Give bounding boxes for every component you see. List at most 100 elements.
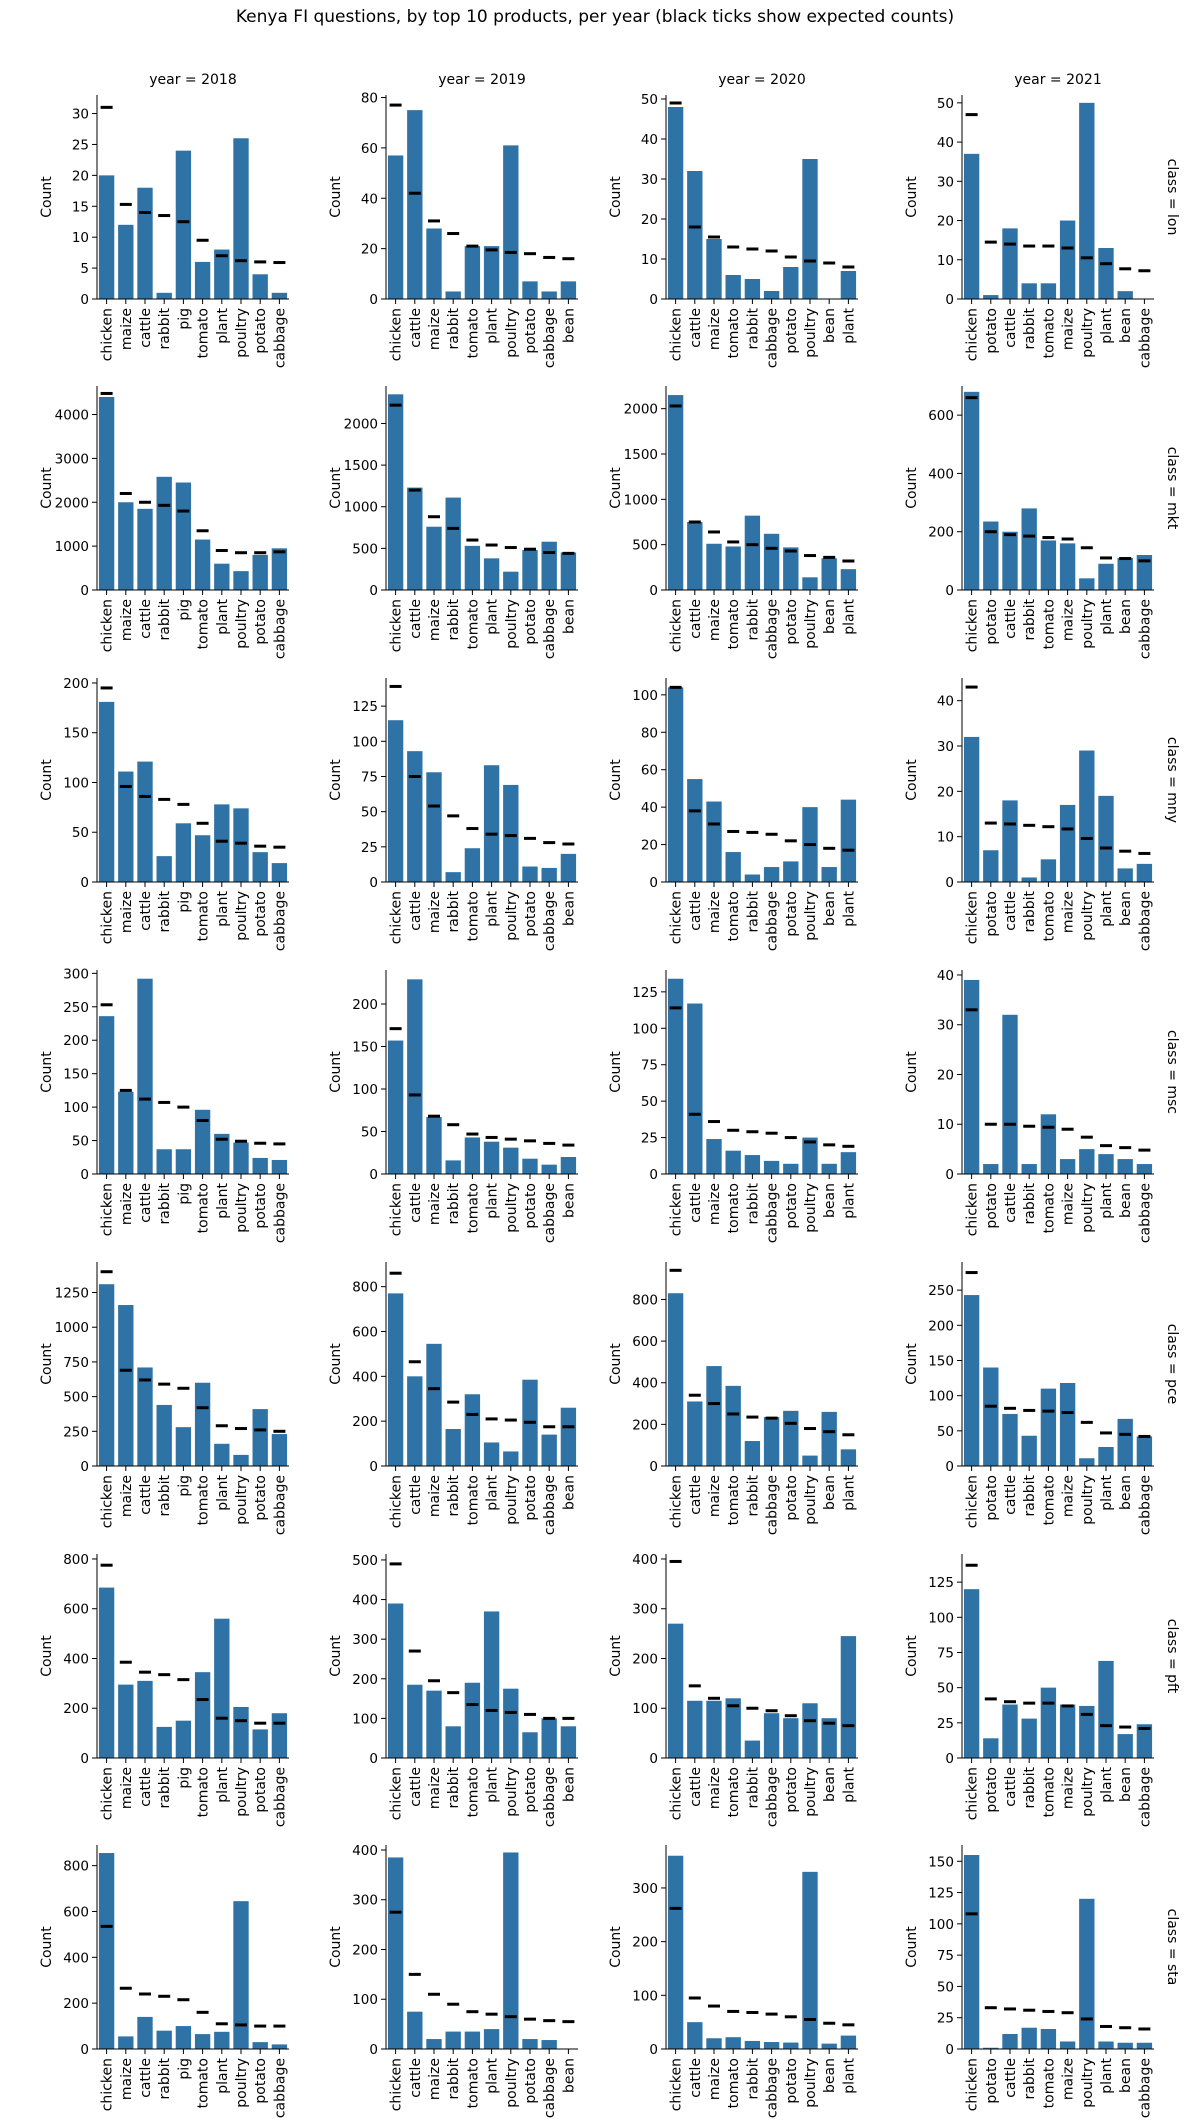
x-tick-label: plant	[1099, 307, 1115, 343]
x-tick-label: poultry	[1080, 1183, 1096, 1233]
bar	[445, 1726, 461, 1758]
y-tick-label: 0	[945, 583, 954, 599]
bar	[963, 1295, 980, 1466]
y-tick-label: 400	[632, 1552, 658, 1568]
y-axis-label: Count	[328, 176, 344, 218]
x-tick-label: potato	[253, 308, 269, 354]
x-tick-label: maize	[427, 1475, 443, 1517]
x-tick-label: potato	[984, 599, 1000, 645]
x-tick-label: pig	[176, 1183, 192, 1205]
y-tick-label: 0	[649, 875, 658, 891]
y-tick-label: 50	[361, 805, 378, 821]
x-tick-label: tomato	[196, 2058, 212, 2108]
y-tick-label: 4000	[55, 408, 89, 424]
bar	[744, 279, 761, 299]
bar	[1117, 2042, 1133, 2049]
x-tick-label: plant	[215, 307, 231, 343]
bar	[252, 852, 268, 882]
x-tick-label: chicken	[389, 1767, 405, 1820]
bar	[98, 1016, 115, 1174]
x-tick-label: potato	[253, 1767, 269, 1813]
bar	[1021, 1435, 1037, 1466]
bar	[137, 187, 153, 299]
facet-panel: 0 20 40 60 80 100 Count chicken cattle maize tomat…	[608, 678, 858, 951]
y-tick-label: 500	[352, 541, 378, 557]
y-tick-label: 10	[937, 253, 954, 269]
x-tick-label: pig	[176, 891, 192, 913]
x-tick-label: cattle	[688, 2058, 704, 2098]
bar	[821, 1163, 837, 1174]
row-title: class = pce	[1164, 1324, 1180, 1405]
bar	[271, 863, 288, 882]
y-tick-label: 100	[928, 1610, 954, 1626]
y-tick-label: 800	[352, 1280, 378, 1296]
x-tick-label: rabbit	[446, 1183, 462, 1225]
x-tick-label: bean	[561, 2058, 577, 2093]
bar	[560, 853, 577, 882]
x-tick-label: plant	[485, 2057, 501, 2093]
y-tick-label: 400	[928, 466, 954, 482]
x-tick-label: chicken	[389, 2058, 405, 2111]
x-tick-label: cabbage	[542, 599, 558, 659]
bar	[1079, 1458, 1095, 1466]
x-tick-label: cattle	[1003, 2058, 1019, 2098]
bar	[802, 1871, 818, 2049]
x-tick-label: poultry	[803, 599, 819, 649]
y-tick-label: 250	[63, 1424, 89, 1440]
y-tick-label: 1250	[55, 1286, 89, 1302]
bar	[706, 801, 722, 882]
bar	[214, 2031, 230, 2049]
x-tick-label: bean	[822, 1183, 838, 1218]
bar	[156, 476, 172, 590]
bar	[194, 1109, 211, 1174]
x-tick-label: chicken	[669, 2058, 685, 2111]
x-tick-label: potato	[784, 308, 800, 354]
bar	[783, 861, 799, 882]
x-tick-label: chicken	[965, 891, 981, 944]
bar	[1079, 1705, 1095, 1758]
bar	[1059, 1382, 1076, 1466]
x-tick-label: cattle	[1003, 891, 1019, 931]
y-tick-label: 50	[361, 1125, 378, 1141]
y-axis-label: Count	[904, 759, 920, 801]
x-tick-label: rabbit	[157, 308, 173, 350]
x-tick-label: rabbit	[157, 1767, 173, 1809]
bar	[1079, 102, 1095, 299]
bar	[1098, 1447, 1114, 1466]
x-tick-label: rabbit	[745, 1767, 761, 1809]
y-tick-label: 30	[641, 172, 658, 188]
y-tick-label: 20	[641, 212, 658, 228]
x-tick-label: poultry	[1080, 2058, 1096, 2108]
bar	[1098, 248, 1114, 299]
bar	[802, 577, 818, 590]
y-tick-label: 250	[63, 1000, 89, 1016]
x-tick-label: poultry	[504, 2058, 520, 2108]
y-tick-label: 0	[649, 1459, 658, 1475]
x-tick-label: tomato	[465, 308, 481, 358]
y-tick-label: 100	[352, 1082, 378, 1098]
x-tick-label: rabbit	[1022, 1767, 1038, 1809]
bar	[1136, 1436, 1153, 1466]
facet-panel: 0 1000 2000 3000 4000 Count chicken maize cattle…	[39, 386, 289, 659]
y-axis-label: Count	[39, 467, 55, 509]
x-tick-label: potato	[523, 2058, 539, 2104]
x-tick-label: pig	[176, 1475, 192, 1497]
y-tick-label: 200	[63, 1996, 89, 2012]
x-tick-label: poultry	[234, 1183, 250, 1233]
bar	[387, 394, 404, 590]
y-axis-label: Count	[328, 467, 344, 509]
bar	[522, 2039, 538, 2049]
bar	[483, 1141, 500, 1174]
bar	[802, 1703, 818, 1758]
x-tick-label: poultry	[234, 308, 250, 358]
x-tick-label: potato	[523, 1183, 539, 1229]
facet-panel: 0 10 20 30 40 Count chicken potato cattle rabbit t…	[904, 968, 1154, 1243]
bar	[464, 246, 481, 299]
x-tick-label: cabbage	[542, 2058, 558, 2118]
y-tick-label: 0	[80, 2042, 89, 2058]
bar	[194, 835, 211, 882]
bar	[963, 391, 980, 590]
y-tick-label: 50	[641, 92, 658, 108]
x-tick-label: maize	[707, 891, 723, 933]
